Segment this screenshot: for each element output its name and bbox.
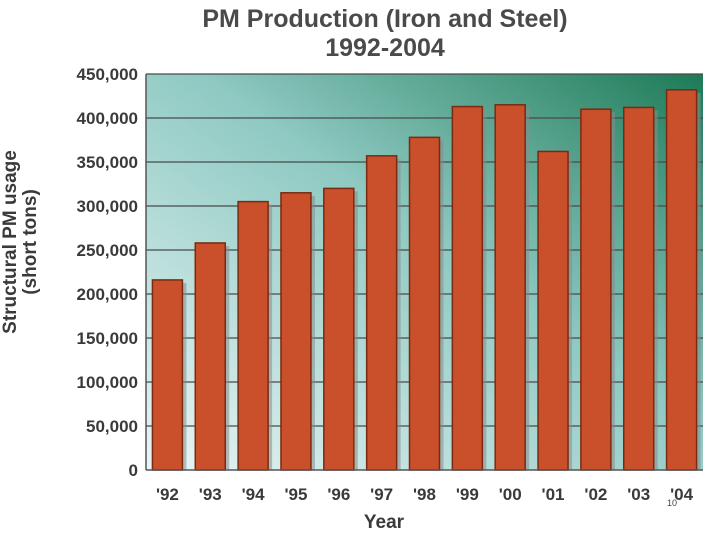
chart-title: PM Production (Iron and Steel)	[202, 5, 567, 33]
y-tick-label: 250,000	[77, 241, 138, 260]
x-tick-label: '96	[327, 485, 350, 504]
x-tick-label: '99	[456, 485, 479, 504]
x-tick-label: '97	[370, 485, 393, 504]
y-tick-label: 300,000	[77, 197, 138, 216]
bar	[365, 155, 398, 471]
bar	[280, 192, 312, 471]
bar	[622, 106, 655, 471]
y-tick-label: 50,000	[86, 417, 138, 436]
x-tick-label: '93	[199, 485, 222, 504]
bars	[151, 89, 701, 471]
bar	[451, 105, 484, 471]
chart-subtitle: 1992-2004	[325, 34, 445, 62]
x-tick-label: '92	[156, 485, 179, 504]
y-tick-label: 350,000	[77, 153, 138, 172]
x-tick-label: '95	[284, 485, 307, 504]
bar	[237, 200, 269, 471]
bar	[408, 136, 441, 471]
x-tick-label: '04	[670, 485, 693, 504]
bar	[580, 108, 612, 471]
x-axis-label: Year	[364, 512, 405, 533]
bar	[665, 89, 698, 471]
bar	[537, 150, 569, 471]
bar	[194, 242, 227, 471]
y-tick-label: 200,000	[77, 285, 138, 304]
x-tick-label: '98	[413, 485, 436, 504]
y-tick-label: 400,000	[77, 109, 138, 128]
x-tick-label: '03	[627, 485, 650, 504]
x-tick-label: '00	[499, 485, 522, 504]
y-tick-labels: 0 50,000 100,000 150,000 200,000 250,000 300,0…	[77, 65, 138, 480]
x-tick-labels: '92 '93 '94 '95 '96 '97 '98 '99 '00 '01 '02 '03 '04	[156, 485, 694, 504]
y-axis-label: Structural PM usage	[0, 150, 21, 334]
y-tick-label: 100,000	[77, 373, 138, 392]
y-tick-label: 450,000	[77, 65, 138, 84]
y-tick-label: 0	[129, 461, 138, 480]
bar	[494, 104, 526, 471]
page-number: 10	[667, 498, 677, 508]
bar	[151, 279, 184, 471]
y-axis-label-unit: (short tons)	[20, 189, 41, 295]
x-tick-label: '94	[242, 485, 265, 504]
x-tick-label: '01	[542, 485, 565, 504]
bar	[323, 187, 355, 471]
x-tick-label: '02	[584, 485, 607, 504]
y-tick-label: 150,000	[77, 329, 138, 348]
